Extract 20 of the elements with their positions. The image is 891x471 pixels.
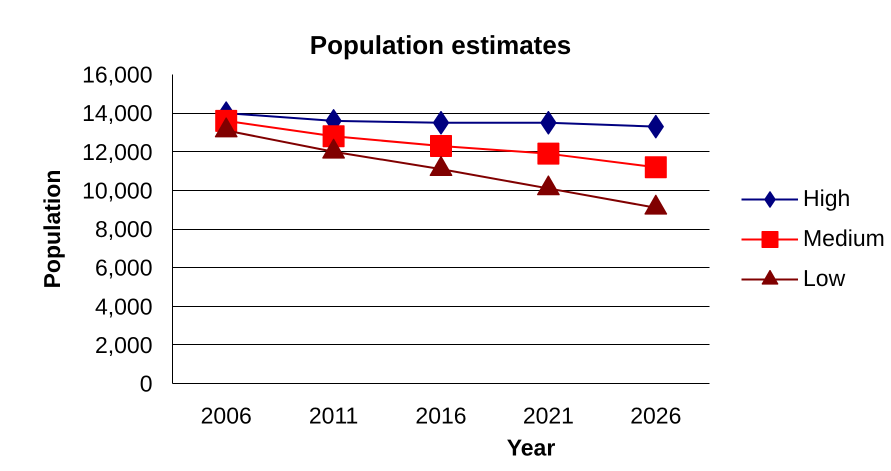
- y-axis-title: Population: [39, 170, 66, 288]
- legend-label: High: [803, 184, 850, 213]
- y-tick-label: 8,000: [94, 216, 153, 242]
- y-tick-label: 14,000: [82, 100, 153, 126]
- y-tick-label: 0: [140, 370, 153, 396]
- x-tick-label: 2011: [308, 402, 358, 428]
- legend-label: Medium: [803, 224, 885, 253]
- x-tick-label: 2006: [200, 402, 252, 428]
- y-tick-label: 6,000: [94, 254, 153, 281]
- y-tick-label: 4,000: [94, 293, 153, 320]
- legend-label: Low: [803, 264, 846, 293]
- x-tick-label: 2026: [630, 402, 682, 428]
- x-tick-label: 2016: [415, 402, 467, 428]
- x-axis-title: Year: [506, 434, 556, 460]
- x-tick-label: 2021: [522, 402, 574, 428]
- y-tick-label: 12,000: [82, 138, 153, 165]
- y-tick-label: 10,000: [82, 177, 153, 204]
- y-tick-label: 2,000: [94, 332, 153, 358]
- chart-title: Population estimates: [310, 30, 572, 60]
- y-tick-label: 16,000: [82, 62, 153, 88]
